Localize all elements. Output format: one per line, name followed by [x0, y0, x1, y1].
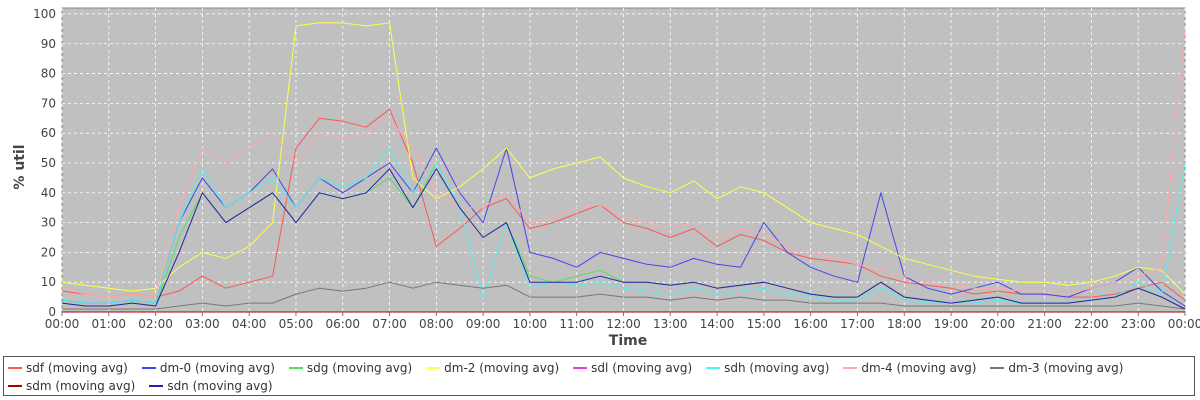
legend-swatch [149, 385, 164, 387]
y-tick-label: 20 [41, 245, 56, 259]
series-line [62, 281, 1186, 310]
x-tick-label: 15:00 [747, 317, 782, 331]
x-tick-label: 20:00 [981, 317, 1016, 331]
chart-area: 0 10 20 30 40 50 60 70 80 90 100 00:00 01:00 02:00 03… [12, 6, 1200, 349]
legend-swatch [141, 367, 156, 369]
y-axis-label: % util [12, 144, 28, 189]
x-tick-label: 22:00 [1074, 317, 1109, 331]
y-tick-labels: 0 10 20 30 40 50 60 70 80 90 100 [33, 7, 56, 319]
legend-label: dm-4 (moving avg) [861, 361, 977, 375]
legend-swatch [573, 367, 588, 369]
legend-label: sdm (moving avg) [26, 379, 136, 393]
series-line [61, 168, 1186, 310]
y-tick-label: 90 [41, 37, 56, 51]
series-line [61, 147, 1186, 304]
x-tick-label: 10:00 [513, 317, 548, 331]
legend-swatch [8, 385, 22, 387]
x-tick-label: 18:00 [887, 317, 922, 331]
x-tick-label: 13:00 [653, 317, 688, 331]
x-tick-label: 01:00 [91, 317, 126, 331]
gridlines [61, 8, 1186, 313]
x-tick-label: 21:00 [1027, 317, 1062, 331]
legend-item: sdl (moving avg) [573, 359, 692, 377]
legend-item: dm-0 (moving avg) [141, 359, 275, 377]
x-tick-label: 00:00 [45, 317, 80, 331]
x-tick-labels: 00:00 01:00 02:00 03:00 04:00 05:00 06:00 07:00… [45, 312, 1200, 331]
x-tick-label: 09:00 [466, 317, 501, 331]
legend-swatch [288, 367, 303, 369]
series-line [61, 28, 1186, 298]
legend-swatch [8, 367, 22, 369]
legend-item: sdg (moving avg) [288, 359, 413, 377]
legend-label: dm-3 (moving avg) [1008, 361, 1124, 375]
legend-label: dm-2 (moving avg) [444, 361, 560, 375]
legend-label: sdl (moving avg) [591, 361, 693, 375]
y-tick-label: 70 [41, 96, 56, 110]
legend-label: sdg (moving avg) [306, 361, 413, 375]
y-tick-label: 80 [41, 67, 56, 81]
legend-label: sdf (moving avg) [26, 361, 128, 375]
x-tick-label: 02:00 [138, 317, 173, 331]
legend-label: dm-0 (moving avg) [159, 361, 275, 375]
x-tick-label: 03:00 [185, 317, 220, 331]
x-tick-label: 04:00 [232, 317, 267, 331]
legend-swatch [990, 367, 1005, 369]
y-tick-label: 50 [41, 156, 56, 170]
x-tick-label: 14:00 [700, 317, 735, 331]
legend-item: sdh (moving avg) [706, 359, 829, 377]
x-tick-label: 06:00 [325, 317, 360, 331]
legend-item: dm-2 (moving avg) [426, 359, 559, 377]
legend-item: dm-4 (moving avg) [843, 359, 976, 377]
x-tick-label: 19:00 [934, 317, 969, 331]
x-tick-label: 17:00 [840, 317, 875, 331]
x-tick-label: 08:00 [419, 317, 454, 331]
series-line [61, 22, 1186, 295]
x-tick-label: 23:00 [1121, 317, 1156, 331]
legend-label: sdh (moving avg) [724, 361, 830, 375]
y-tick-label: 100 [33, 7, 56, 21]
legend-swatch [843, 367, 858, 369]
y-tick-label: 0 [48, 305, 56, 319]
legend-item: dm-3 (moving avg) [990, 359, 1123, 377]
y-tick-label: 30 [41, 216, 56, 230]
x-tick-label: 05:00 [279, 317, 314, 331]
legend-item: sdf (moving avg) [8, 359, 128, 377]
x-tick-label: 07:00 [372, 317, 407, 331]
x-tick-label: 11:00 [559, 317, 594, 331]
x-tick-label: 16:00 [793, 317, 828, 331]
x-tick-label: 00:00 [1168, 317, 1200, 331]
x-axis-label: Time [609, 333, 647, 349]
series-line [61, 108, 1186, 301]
legend-item: sdn (moving avg) [149, 377, 273, 395]
x-tick-label: 12:00 [606, 317, 641, 331]
y-tick-label: 60 [41, 126, 56, 140]
legend-label: sdn (moving avg) [167, 379, 273, 393]
legend-swatch [706, 367, 721, 369]
y-tick-label: 10 [41, 275, 56, 289]
legend-item: sdm (moving avg) [8, 377, 135, 395]
legend: sdf (moving avg) dm-0 (moving avg) sdg (mo… [3, 356, 1195, 396]
legend-swatch [426, 367, 441, 369]
y-tick-label: 40 [41, 186, 56, 200]
